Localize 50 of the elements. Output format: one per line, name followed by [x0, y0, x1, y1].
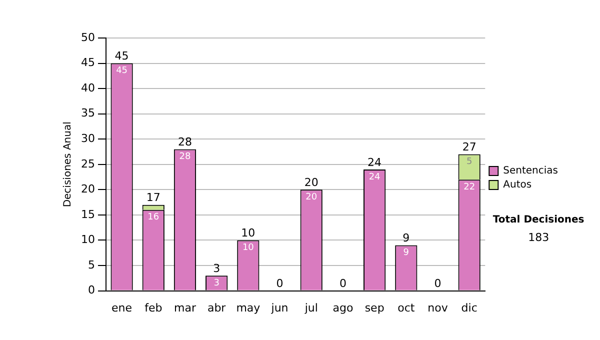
x-tick-label: jun [270, 301, 288, 314]
y-tick-label: 30 [80, 132, 95, 145]
total-label: 27 [462, 140, 476, 154]
data-label: 9 [403, 248, 410, 258]
total-label: 0 [434, 277, 442, 290]
x-tick-label: may [236, 301, 261, 314]
x-tick-label: ene [112, 301, 132, 314]
legend-label: Sentencias [503, 166, 558, 177]
y-tick-label: 25 [80, 157, 95, 170]
data-label: 22 [464, 182, 476, 192]
data-label: 24 [368, 172, 381, 182]
total-label: 0 [339, 277, 346, 290]
y-tick-label: 15 [80, 208, 95, 221]
x-tick-label: jul [304, 301, 318, 314]
x-tick-label: nov [428, 301, 448, 314]
total-label: 20 [304, 176, 318, 190]
y-tick-label: 0 [88, 284, 95, 297]
data-label: 16 [148, 212, 160, 223]
data-label: 5 [466, 157, 472, 168]
data-label: 20 [306, 192, 318, 203]
data-label: 28 [179, 152, 191, 162]
y-tick-label: 45 [80, 56, 95, 70]
x-tick-label: dic [461, 301, 478, 314]
text: Total Decisiones [492, 214, 584, 226]
total-label: 0 [276, 277, 284, 290]
total-label: 3 [213, 262, 220, 275]
total-label: 10 [241, 226, 256, 240]
data-label: 3 [214, 278, 220, 288]
y-tick-label: 10 [80, 233, 95, 246]
y-tick-label: 40 [80, 81, 95, 94]
data-label: 45 [116, 66, 128, 76]
x-tick-label: feb [144, 301, 162, 314]
total-label: 24 [368, 156, 382, 169]
x-tick-label: sep [364, 301, 384, 314]
total-label: 45 [114, 50, 129, 63]
y-axis-title: Decisiones Anual [62, 122, 74, 208]
x-tick-label: abr [207, 301, 226, 314]
total-label: 17 [146, 191, 160, 204]
total-label: 9 [402, 232, 410, 245]
y-tick-label: 5 [88, 258, 95, 272]
text: 183 [528, 230, 550, 244]
x-tick-label: oct [398, 301, 416, 314]
y-tick-label: 35 [80, 106, 95, 120]
legend-label: Autos [503, 180, 532, 191]
y-tick-label: 20 [80, 182, 95, 196]
total-label: 28 [178, 136, 192, 149]
x-tick-label: ago [332, 301, 354, 314]
y-tick-label: 50 [80, 30, 95, 44]
x-tick-label: mar [174, 301, 196, 314]
data-label: 10 [242, 243, 254, 254]
